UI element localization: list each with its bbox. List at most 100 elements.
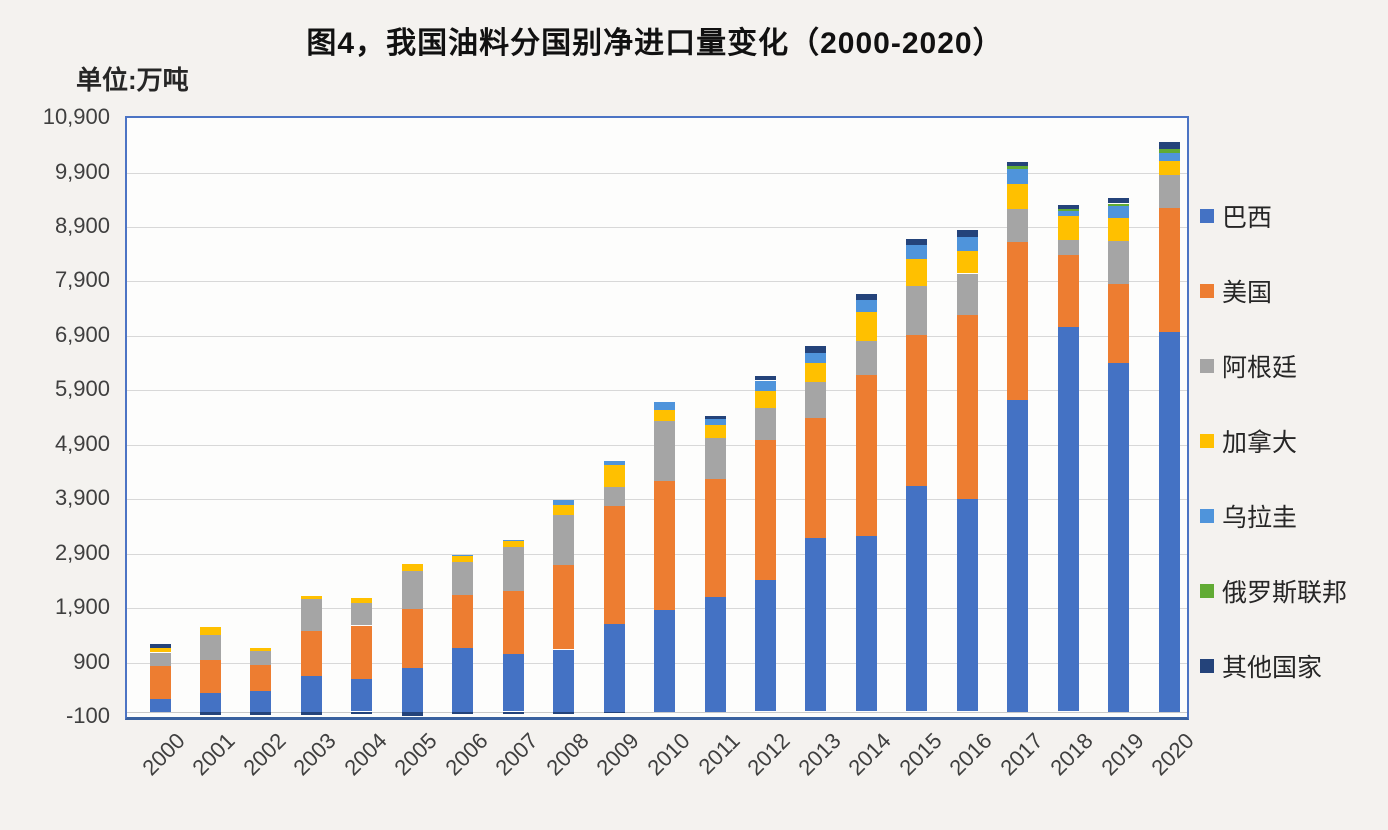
legend-item-canada: 加拿大 xyxy=(1200,427,1297,457)
bar-segment-brazil xyxy=(300,676,322,712)
bar-segment-usa xyxy=(149,665,171,699)
plot-area xyxy=(125,116,1189,720)
bar-segment-argentina xyxy=(250,650,272,666)
bar-segment-canada xyxy=(553,504,575,515)
x-axis-tick-label: 2018 xyxy=(1045,728,1098,781)
bar-segment-uruguay xyxy=(1007,168,1029,184)
x-axis-tick-label: 2001 xyxy=(187,728,241,781)
bar-segment-brazil xyxy=(956,498,978,712)
bar-segment-argentina xyxy=(300,599,322,631)
bar-segment-uruguay xyxy=(654,402,675,411)
legend-label-uruguay: 乌拉圭 xyxy=(1222,504,1298,532)
gridline xyxy=(127,226,1187,228)
legend-item-russia: 俄罗斯联邦 xyxy=(1200,577,1347,607)
bar-segment-canada xyxy=(754,390,776,409)
x-axis-tick-label: 2008 xyxy=(540,728,594,781)
bar-segment-brazil xyxy=(200,693,221,712)
bar-segment-others xyxy=(250,711,272,715)
x-axis-tick-label: 2020 xyxy=(1146,728,1199,781)
y-axis-tick-label: -100 xyxy=(65,703,110,728)
bar-segment-uruguay xyxy=(956,236,978,252)
bar-segment-others xyxy=(401,711,423,716)
legend-item-argentina: 阿根廷 xyxy=(1200,352,1297,382)
bar-segment-canada xyxy=(906,259,928,286)
bar-segment-canada xyxy=(200,627,221,636)
y-axis-tick-label: 5,900 xyxy=(54,376,110,402)
bar-segment-uruguay xyxy=(906,244,928,260)
y-axis-tick-label: 2,900 xyxy=(54,539,110,565)
bar-segment-usa xyxy=(200,660,221,694)
bar-segment-uruguay xyxy=(502,540,524,542)
bar-segment-canada xyxy=(603,465,625,488)
y-axis-tick-label: 7,900 xyxy=(54,267,110,293)
bar-segment-usa xyxy=(654,481,675,611)
bar-segment-others xyxy=(956,230,978,237)
legend-swatch-canada xyxy=(1200,434,1214,448)
bar-segment-others xyxy=(603,711,625,714)
bar-segment-usa xyxy=(805,418,827,538)
bar-segment-usa xyxy=(704,479,726,598)
bar-segment-others xyxy=(1108,198,1130,204)
bar-segment-canada xyxy=(1007,183,1029,209)
bar-segment-argentina xyxy=(603,487,625,507)
x-axis-tick-label: 2003 xyxy=(288,728,342,781)
x-axis-tick-label: 2014 xyxy=(843,728,896,781)
bar-segment-argentina xyxy=(855,341,877,375)
bar-segment-brazil xyxy=(250,690,272,712)
gridline xyxy=(127,390,1187,392)
bar-segment-argentina xyxy=(1007,208,1029,243)
bar-segment-usa xyxy=(1007,242,1029,401)
bar-segment-canada xyxy=(704,425,726,439)
bar-segment-brazil xyxy=(1158,332,1180,712)
bar-segment-others xyxy=(1158,142,1180,150)
x-axis-tick-label: 2009 xyxy=(591,728,644,781)
legend-label-brazil: 巴西 xyxy=(1222,204,1273,232)
bar-segment-usa xyxy=(351,625,373,680)
x-axis-tick-label: 2010 xyxy=(641,728,695,781)
gridline xyxy=(127,281,1187,283)
x-axis-tick-label: 2007 xyxy=(490,728,543,781)
gridline xyxy=(127,335,1187,337)
bar-segment-argentina xyxy=(452,562,474,595)
y-axis-tick-label: 4,900 xyxy=(54,430,110,456)
bar-segment-others xyxy=(855,294,877,300)
bar-segment-argentina xyxy=(956,273,978,316)
bar-segment-canada xyxy=(1158,161,1180,175)
bar-segment-argentina xyxy=(149,652,171,666)
bar-segment-uruguay xyxy=(805,353,827,364)
bar-segment-brazil xyxy=(1057,327,1079,712)
bar-segment-russia xyxy=(1108,203,1130,206)
bar-segment-uruguay xyxy=(603,460,625,466)
legend-swatch-usa xyxy=(1200,284,1214,298)
bar-segment-brazil xyxy=(704,597,726,712)
bar-segment-usa xyxy=(754,440,776,581)
bar-segment-argentina xyxy=(1158,174,1180,208)
bar-segment-argentina xyxy=(906,286,928,336)
bar-segment-canada xyxy=(300,596,322,600)
bar-segment-russia xyxy=(1158,149,1180,153)
bar-segment-uruguay xyxy=(754,380,776,391)
bar-segment-brazil xyxy=(553,649,575,712)
bar-segment-others xyxy=(1057,205,1079,209)
zero-axis-line xyxy=(127,711,1187,713)
y-axis-tick-label: 9,900 xyxy=(54,158,110,184)
bar-segment-uruguay xyxy=(855,299,877,313)
bar-segment-brazil xyxy=(149,699,171,712)
bar-segment-others xyxy=(906,239,928,245)
y-axis-tick-label: 900 xyxy=(73,648,110,674)
bar-segment-argentina xyxy=(654,421,675,482)
bar-segment-canada xyxy=(502,541,524,548)
legend-label-others: 其他国家 xyxy=(1222,654,1323,682)
bar-segment-usa xyxy=(452,595,474,649)
bar-segment-brazil xyxy=(603,623,625,712)
bar-segment-usa xyxy=(603,506,625,624)
bar-segment-others xyxy=(1007,162,1029,167)
x-axis-tick-label: 2019 xyxy=(1095,728,1149,781)
bar-segment-canada xyxy=(855,312,877,341)
bar-segment-brazil xyxy=(805,537,827,712)
x-axis-tick-label: 2004 xyxy=(339,728,392,781)
bar-segment-canada xyxy=(654,410,675,422)
bar-segment-usa xyxy=(855,374,877,537)
y-axis-tick-label: 1,900 xyxy=(54,594,110,620)
bar-segment-canada xyxy=(149,648,171,653)
